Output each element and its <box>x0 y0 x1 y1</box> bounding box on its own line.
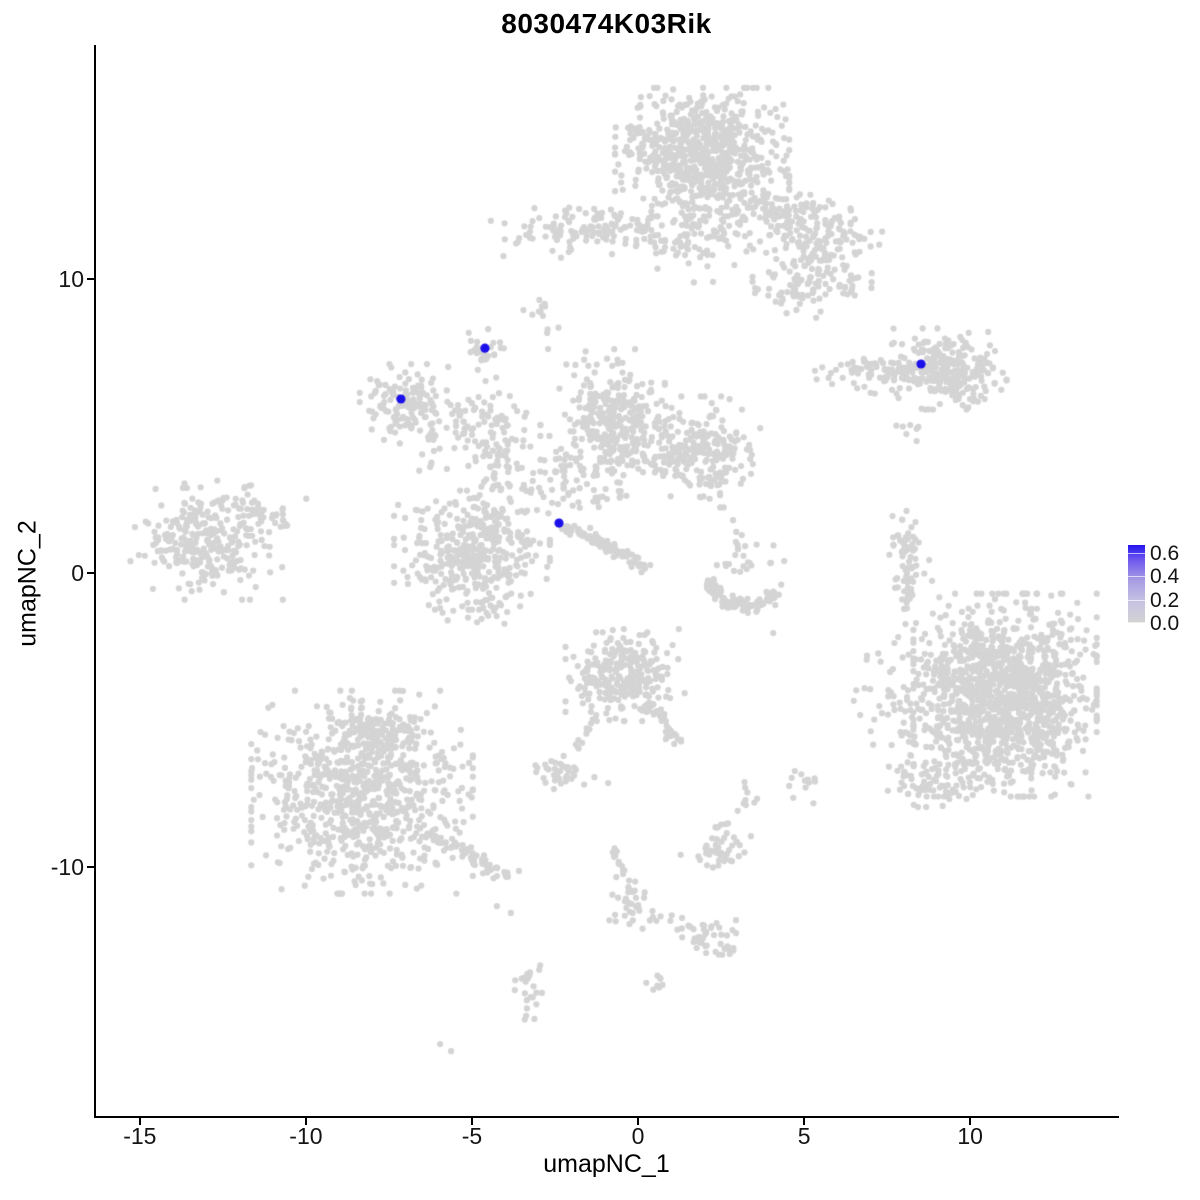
x-tick-label: 10 <box>957 1123 983 1149</box>
colorbar-tick-mark <box>1128 553 1145 555</box>
x-tick-label: -10 <box>289 1123 323 1149</box>
x-tick-label: 0 <box>631 1123 645 1149</box>
y-tick-mark <box>87 278 94 281</box>
colorbar-tick-label: 0.2 <box>1150 588 1180 612</box>
x-tick-mark <box>304 1118 307 1125</box>
x-axis-title: umapNC_1 <box>543 1150 670 1178</box>
y-tick-label: -10 <box>50 854 84 881</box>
colorbar-tick-mark <box>1128 576 1145 578</box>
plot-title: 8030474K03Rik <box>501 8 712 39</box>
colorbar-tick-mark <box>1128 622 1145 623</box>
x-tick-mark <box>637 1118 640 1125</box>
x-tick-mark <box>969 1118 972 1125</box>
colorbar-tick-mark <box>1128 599 1145 601</box>
y-axis-line <box>94 45 96 1118</box>
y-tick-mark <box>87 866 94 869</box>
colorbar-tick-label: 0.0 <box>1150 612 1180 635</box>
x-tick-label: -5 <box>461 1123 483 1149</box>
y-tick-mark <box>87 572 94 575</box>
x-tick-mark <box>803 1118 806 1125</box>
y-tick-label: 10 <box>58 266 84 293</box>
colorbar-tick-label: 0.6 <box>1150 542 1180 566</box>
x-tick-mark <box>470 1118 473 1125</box>
colorbar-gradient <box>1128 545 1145 623</box>
x-axis-line <box>94 1116 1119 1118</box>
y-axis-title: umapNC_2 <box>13 520 42 647</box>
y-tick-label: 0 <box>71 560 84 587</box>
x-tick-label: 5 <box>797 1123 811 1149</box>
x-tick-label: -15 <box>123 1123 157 1149</box>
colorbar-tick-label: 0.4 <box>1150 565 1180 589</box>
x-tick-mark <box>138 1118 141 1125</box>
